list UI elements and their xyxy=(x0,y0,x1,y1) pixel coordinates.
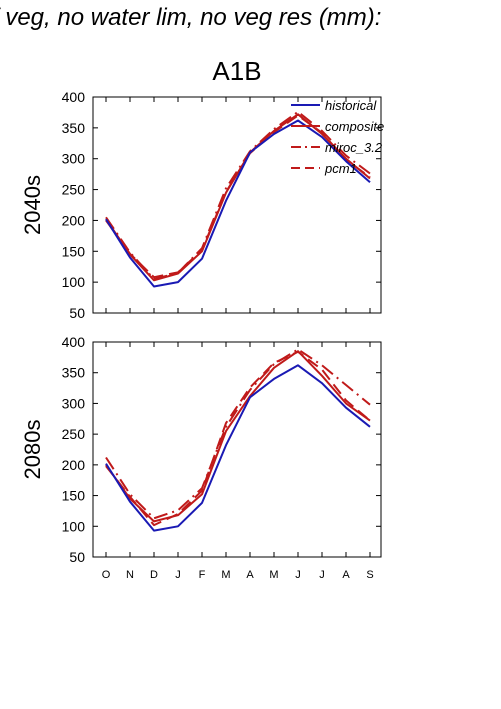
x-tick-label: D xyxy=(150,569,158,581)
plot-frame xyxy=(92,96,382,314)
series-line-historical xyxy=(105,364,371,532)
y-tick-label: 300 xyxy=(62,395,86,411)
series-line-composite xyxy=(105,350,371,523)
y-tick-label: 250 xyxy=(62,182,86,198)
x-tick-label: J xyxy=(295,569,301,581)
panel-2080s: 50 100 150 200 250 300 350 400 O N D J F M A M J J A S 2080s xyxy=(20,334,382,581)
series-line-historical xyxy=(105,119,371,288)
y-tick-label: 50 xyxy=(69,549,85,565)
series-line-pcm1 xyxy=(105,114,371,279)
y-tick-label: 350 xyxy=(62,120,86,136)
x-tick-label: F xyxy=(199,569,206,581)
scenario-title: A1B xyxy=(212,56,262,86)
y-tick-label: 250 xyxy=(62,426,86,442)
plot-frame xyxy=(92,341,382,558)
y-tick-label: 100 xyxy=(62,274,86,290)
y-tick-label: 300 xyxy=(62,151,86,167)
x-tick-label: M xyxy=(269,569,278,581)
legend-label-historical: historical xyxy=(325,98,377,113)
series-line-pcm1 xyxy=(105,350,371,527)
legend-label-miroc-3-2: miroc_3.2 xyxy=(325,140,383,155)
x-tick-label: A xyxy=(342,569,350,581)
y-tick-label: 400 xyxy=(62,334,86,350)
y-tick-label: 400 xyxy=(62,89,86,105)
y-tick-label: 200 xyxy=(62,457,86,473)
row-label-2040s: 2040s xyxy=(20,175,45,235)
y-tick-label: 150 xyxy=(62,243,86,259)
x-tick-label: N xyxy=(126,569,134,581)
y-tick-label: 200 xyxy=(62,212,86,228)
y-tick-label: 50 xyxy=(69,305,85,321)
x-tick-label: M xyxy=(221,569,230,581)
y-tick-label: 100 xyxy=(62,518,86,534)
series-line-miroc-3-2 xyxy=(105,348,371,520)
y-tick-label: 150 xyxy=(62,488,86,504)
x-tick-label: J xyxy=(319,569,325,581)
x-tick-label: A xyxy=(246,569,254,581)
legend-label-pcm1: pcm1 xyxy=(324,161,357,176)
series-line-miroc-3-2 xyxy=(105,110,371,281)
x-tick-label: S xyxy=(366,569,373,581)
row-label-2080s: 2080s xyxy=(20,420,45,480)
legend-label-composite: composite xyxy=(325,119,384,134)
y-tick-label: 350 xyxy=(62,365,86,381)
x-tick-label: O xyxy=(102,569,111,581)
x-tick-label: J xyxy=(175,569,181,581)
page-title: f veg, no water lim, no veg res (mm): xyxy=(0,4,382,31)
panel-2040s: 50 100 150 200 250 300 350 400 2040s historical co… xyxy=(20,89,384,321)
